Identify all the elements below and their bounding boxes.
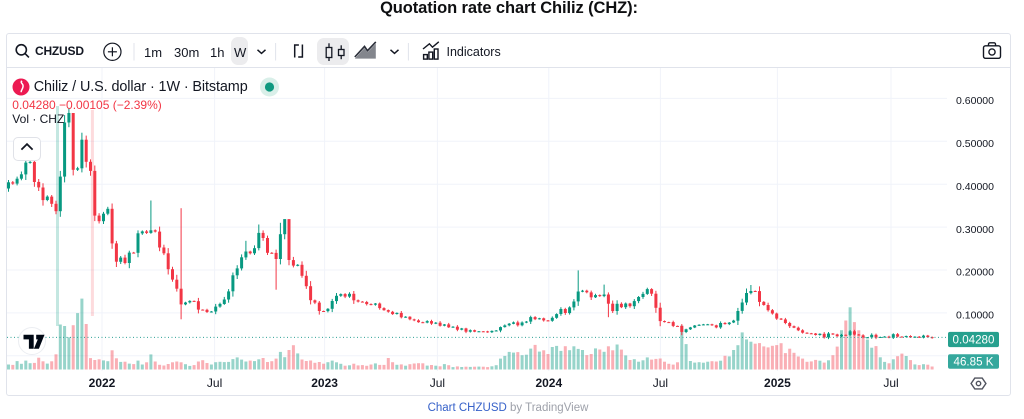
svg-text:0.20000: 0.20000 xyxy=(956,267,994,279)
svg-text:0.60000: 0.60000 xyxy=(956,95,994,107)
svg-text:2022: 2022 xyxy=(89,376,116,390)
svg-text:2025: 2025 xyxy=(764,376,791,390)
svg-text:46.85 K: 46.85 K xyxy=(954,356,994,369)
svg-text:2024: 2024 xyxy=(535,376,562,390)
svg-text:0.40000: 0.40000 xyxy=(956,181,994,193)
svg-text:Jul: Jul xyxy=(653,376,668,390)
svg-text:2023: 2023 xyxy=(311,376,338,390)
svg-text:0.04280: 0.04280 xyxy=(953,334,995,347)
svg-text:Jul: Jul xyxy=(430,376,445,390)
svg-text:0.30000: 0.30000 xyxy=(956,224,994,236)
svg-text:Jul: Jul xyxy=(207,376,222,390)
svg-text:0.10000: 0.10000 xyxy=(956,310,994,322)
svg-text:Jul: Jul xyxy=(883,376,898,390)
svg-text:0.50000: 0.50000 xyxy=(956,138,994,150)
